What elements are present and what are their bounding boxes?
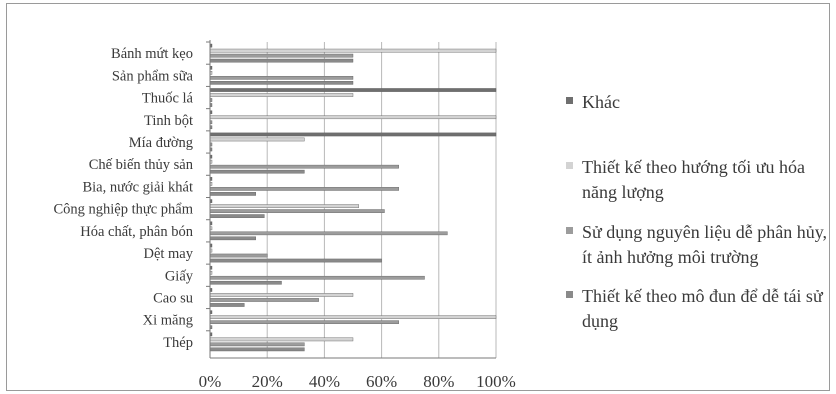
category-label: Cao su [153, 290, 193, 306]
bar [209, 164, 399, 169]
category-label: Xi măng [143, 313, 193, 329]
category-labels: Bánh mứt kẹo Sản phẩm sữa Thuốc lá Tinh bột… [53, 46, 193, 351]
bar [209, 169, 305, 174]
category-label: Bia, nước giải khát [82, 179, 193, 195]
category-label: Mía đường [129, 135, 193, 151]
bar [209, 315, 497, 319]
x-tick-label: 60% [366, 372, 397, 391]
x-tick-label: 100% [476, 372, 516, 391]
bar [209, 137, 305, 142]
bar [209, 303, 245, 307]
category-label: Công nghiệp thực phẩm [53, 202, 193, 218]
legend-swatch [566, 162, 573, 169]
bar [209, 337, 354, 342]
category-label: Tinh bột [144, 113, 193, 129]
legend-swatch [566, 97, 573, 104]
legend-label: Khác [582, 92, 620, 112]
x-tick-labels: 0% 20% 40% 60% 80% 100% [199, 372, 516, 391]
x-tick-label: 80% [423, 372, 454, 391]
bar [209, 214, 265, 218]
bar [209, 132, 497, 137]
x-tick-label: 40% [309, 372, 340, 391]
bar [209, 347, 305, 352]
category-label: Chế biến thủy sản [89, 157, 194, 173]
bar [209, 209, 385, 213]
legend-label: Sử dụng nguyên liệu dễ phân hủy, ít ảnh … [582, 222, 828, 267]
bar [209, 48, 497, 53]
x-tick-label: 0% [199, 372, 222, 391]
bar [209, 280, 282, 285]
legend-swatch [566, 291, 573, 298]
bar [209, 231, 448, 236]
legend-label: Thiết kế theo mô đun để dễ tái sử dụng [582, 286, 823, 331]
bar [209, 236, 256, 241]
x-tick-label: 20% [252, 372, 283, 391]
bar [209, 88, 497, 92]
bar [209, 76, 354, 80]
bar [209, 53, 354, 58]
legend-label: Thiết kế theo hướng tối ưu hóa năng lượn… [582, 157, 805, 202]
bar [209, 320, 399, 324]
category-label: Dệt may [143, 246, 193, 262]
category-label: Thuốc lá [142, 91, 194, 107]
category-label: Thép [163, 335, 193, 351]
bar [209, 275, 425, 280]
bar [209, 115, 497, 120]
axes [206, 40, 496, 359]
bar [209, 258, 382, 263]
bar [209, 342, 305, 347]
chart-frame [6, 3, 830, 391]
bar [209, 81, 354, 85]
category-label: Hóa chất, phân bón [80, 224, 193, 240]
bar [209, 293, 354, 297]
category-label: Giấy [165, 268, 194, 284]
category-label: Sản phẩm sữa [112, 68, 194, 84]
bar [209, 298, 319, 302]
bar [209, 187, 399, 191]
bar [209, 253, 268, 258]
bar [209, 58, 354, 63]
bar [209, 93, 354, 97]
bar [209, 192, 256, 196]
bar [209, 204, 359, 208]
category-label: Bánh mứt kẹo [111, 46, 193, 62]
bars [209, 43, 497, 352]
legend-swatch [566, 227, 573, 234]
